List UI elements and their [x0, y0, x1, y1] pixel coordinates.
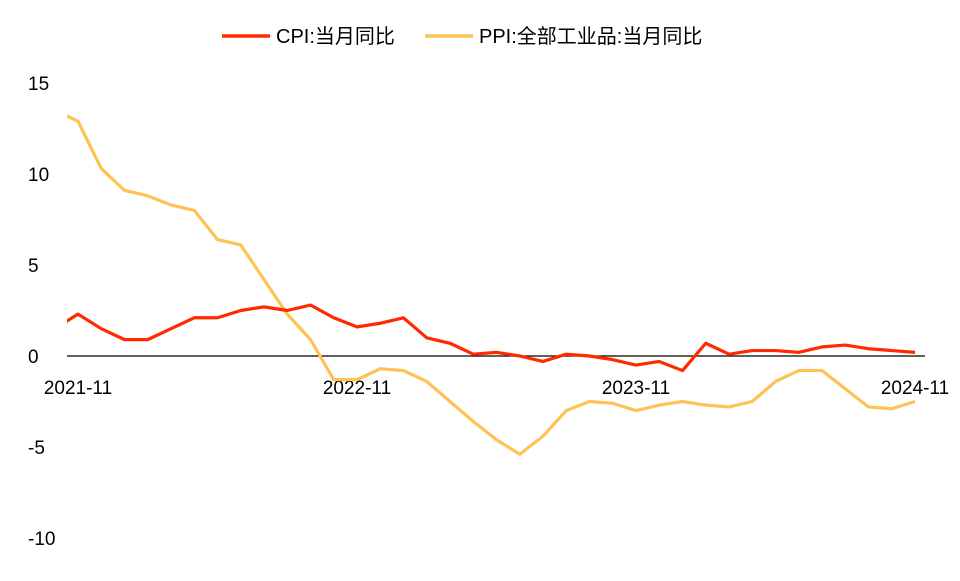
series-line-ppi: [55, 110, 915, 454]
y-tick-label: 15: [28, 74, 49, 95]
legend-label: CPI:当月同比: [276, 25, 395, 48]
y-tick-label: 0: [28, 347, 39, 368]
y-tick-label: -5: [28, 438, 45, 459]
y-tick-label: 10: [28, 165, 49, 186]
x-tick-label: 2024-11: [881, 378, 949, 399]
series-line-cpi: [55, 305, 915, 371]
y-tick-label: 5: [28, 256, 39, 277]
x-tick-label: 2021-11: [44, 378, 112, 399]
legend-label: PPI:全部工业品:当月同比: [479, 25, 702, 48]
y-tick-label: -10: [28, 529, 55, 550]
x-tick-label: 2023-11: [602, 378, 670, 399]
